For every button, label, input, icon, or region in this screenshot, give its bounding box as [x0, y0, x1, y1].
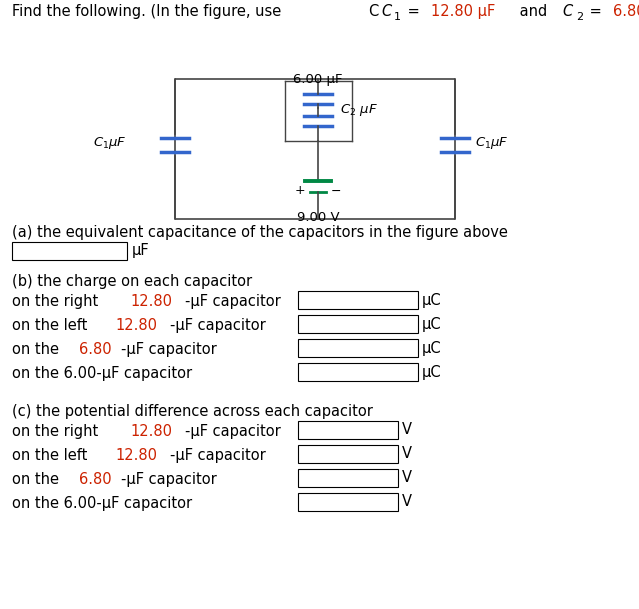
Bar	[298, 421, 398, 439]
Text: (c) the potential difference across each capacitor: (c) the potential difference across each…	[12, 404, 373, 419]
Bar	[298, 363, 418, 381]
Text: C: C	[562, 4, 573, 19]
Text: 6.80 μF: 6.80 μF	[613, 4, 639, 19]
Bar	[298, 445, 398, 463]
Text: C: C	[381, 4, 391, 19]
Text: V: V	[402, 423, 412, 437]
Bar	[12, 242, 127, 260]
Bar	[298, 339, 418, 357]
Text: -μF capacitor: -μF capacitor	[185, 294, 281, 309]
Text: μC: μC	[422, 292, 442, 308]
Text: Find the following. (In the figure, use: Find the following. (In the figure, use	[12, 4, 286, 19]
Text: (b) the charge on each capacitor: (b) the charge on each capacitor	[12, 274, 252, 289]
Text: $C_1$μF: $C_1$μF	[475, 135, 509, 151]
Text: -μF capacitor: -μF capacitor	[121, 342, 217, 357]
Text: V: V	[402, 471, 412, 485]
Text: on the 6.00-μF capacitor: on the 6.00-μF capacitor	[12, 496, 192, 511]
Text: μF: μF	[132, 244, 150, 258]
Text: 6.00 μF: 6.00 μF	[293, 73, 343, 86]
Text: μC: μC	[422, 317, 442, 331]
Text: on the right: on the right	[12, 294, 103, 309]
Bar	[298, 291, 418, 309]
Text: +: +	[295, 185, 305, 197]
Text: -μF capacitor: -μF capacitor	[121, 472, 217, 487]
Text: 12.80: 12.80	[130, 424, 172, 439]
Text: 6.80: 6.80	[79, 342, 112, 357]
Text: (a) the equivalent capacitance of the capacitors in the figure above: (a) the equivalent capacitance of the ca…	[12, 225, 508, 240]
Text: V: V	[402, 446, 412, 462]
Text: μC: μC	[422, 365, 442, 379]
Text: on the left: on the left	[12, 318, 92, 333]
Text: 6.80: 6.80	[79, 472, 112, 487]
Text: 12.80: 12.80	[116, 318, 158, 333]
Text: −: −	[331, 185, 341, 197]
Text: 12.80 μF: 12.80 μF	[431, 4, 495, 19]
Text: on the: on the	[12, 472, 64, 487]
Bar	[298, 493, 398, 511]
Text: on the left: on the left	[12, 448, 92, 463]
Text: 2: 2	[576, 12, 583, 22]
Text: V: V	[402, 495, 412, 510]
Text: 1: 1	[394, 12, 401, 22]
Text: C: C	[367, 4, 378, 19]
Text: -μF capacitor: -μF capacitor	[171, 318, 266, 333]
Text: -μF capacitor: -μF capacitor	[171, 448, 266, 463]
Text: =: =	[585, 4, 606, 19]
Text: $C_1$μF: $C_1$μF	[93, 135, 127, 151]
Text: 12.80: 12.80	[130, 294, 172, 309]
Bar	[298, 315, 418, 333]
Text: and: and	[514, 4, 551, 19]
Text: -μF capacitor: -μF capacitor	[185, 424, 281, 439]
Text: on the: on the	[12, 342, 64, 357]
Bar	[298, 469, 398, 487]
Text: on the 6.00-μF capacitor: on the 6.00-μF capacitor	[12, 366, 192, 381]
Text: 12.80: 12.80	[116, 448, 158, 463]
Text: 9.00 V: 9.00 V	[296, 211, 339, 224]
Text: =: =	[403, 4, 425, 19]
Text: on the right: on the right	[12, 424, 103, 439]
Text: μC: μC	[422, 340, 442, 356]
Text: $C_2$ μF: $C_2$ μF	[340, 102, 378, 118]
